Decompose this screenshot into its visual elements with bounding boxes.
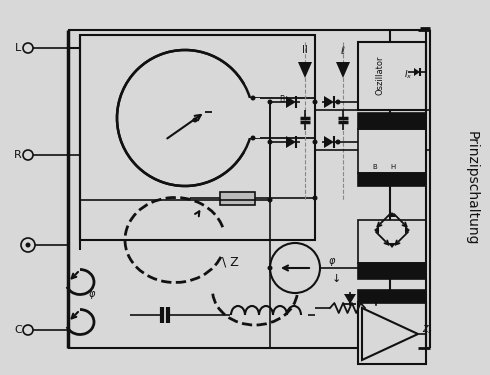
Circle shape xyxy=(250,135,255,141)
Polygon shape xyxy=(324,96,334,108)
Bar xyxy=(358,263,426,279)
Text: R: R xyxy=(14,150,22,160)
Text: Oszillator: Oszillator xyxy=(375,55,385,95)
Circle shape xyxy=(313,140,318,144)
Text: $I_x$: $I_x$ xyxy=(404,69,412,81)
Circle shape xyxy=(21,238,35,252)
Text: $\downarrow$: $\downarrow$ xyxy=(329,272,341,284)
Circle shape xyxy=(117,50,253,186)
Text: L: L xyxy=(15,43,21,53)
Polygon shape xyxy=(414,68,420,76)
Polygon shape xyxy=(344,294,356,304)
Polygon shape xyxy=(286,96,296,108)
Bar xyxy=(80,35,315,240)
Circle shape xyxy=(268,266,272,270)
Circle shape xyxy=(336,140,341,144)
Text: $Z_x$: $Z_x$ xyxy=(422,324,434,336)
Circle shape xyxy=(23,325,33,335)
Polygon shape xyxy=(388,243,396,248)
Circle shape xyxy=(268,99,272,105)
Bar xyxy=(358,113,426,129)
Circle shape xyxy=(270,243,320,293)
Circle shape xyxy=(336,99,341,105)
Circle shape xyxy=(250,96,255,100)
Circle shape xyxy=(313,195,318,201)
Polygon shape xyxy=(286,136,296,148)
Text: $\ell$: $\ell$ xyxy=(340,44,346,56)
Polygon shape xyxy=(388,212,396,217)
Polygon shape xyxy=(405,226,410,234)
Text: II: II xyxy=(302,45,308,55)
Text: H: H xyxy=(391,164,395,170)
Circle shape xyxy=(193,117,197,123)
Polygon shape xyxy=(374,226,379,234)
Text: Prinzipschaltung: Prinzipschaltung xyxy=(465,131,479,245)
Bar xyxy=(358,302,426,364)
Circle shape xyxy=(268,140,272,144)
Polygon shape xyxy=(336,62,350,78)
Bar xyxy=(358,220,426,263)
Circle shape xyxy=(25,243,30,248)
Text: B: B xyxy=(279,96,285,105)
Polygon shape xyxy=(324,136,334,148)
Text: $\varphi$: $\varphi$ xyxy=(328,256,336,268)
Circle shape xyxy=(268,198,272,202)
Text: \ Z: \ Z xyxy=(221,255,238,268)
Bar xyxy=(358,290,426,303)
Bar xyxy=(230,98,260,138)
Text: B: B xyxy=(372,164,377,170)
Bar xyxy=(358,173,426,186)
Bar xyxy=(358,42,426,110)
Polygon shape xyxy=(370,294,382,304)
Text: $\varphi$: $\varphi$ xyxy=(88,289,96,301)
Polygon shape xyxy=(298,62,312,78)
Text: C: C xyxy=(14,325,22,335)
Circle shape xyxy=(23,150,33,160)
Bar xyxy=(358,129,426,173)
Circle shape xyxy=(23,43,33,53)
Circle shape xyxy=(313,99,318,105)
Bar xyxy=(220,192,255,205)
